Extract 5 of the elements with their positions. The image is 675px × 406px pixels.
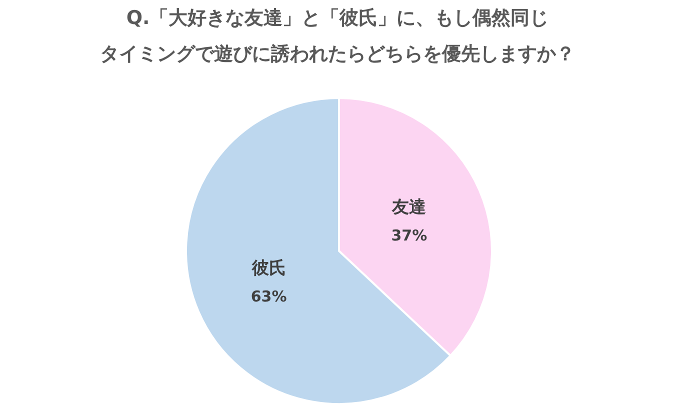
chart-title: Q.「大好きな友達」と「彼氏」に、もし偶然同じタイミングで遊びに誘われたらどちらを優先しますか？ xyxy=(100,7,575,65)
data-label: 63% xyxy=(250,287,287,306)
slice-label: 彼氏 xyxy=(250,258,286,278)
slice-label: 友達 xyxy=(391,198,426,218)
data-label: 37% xyxy=(391,226,428,245)
